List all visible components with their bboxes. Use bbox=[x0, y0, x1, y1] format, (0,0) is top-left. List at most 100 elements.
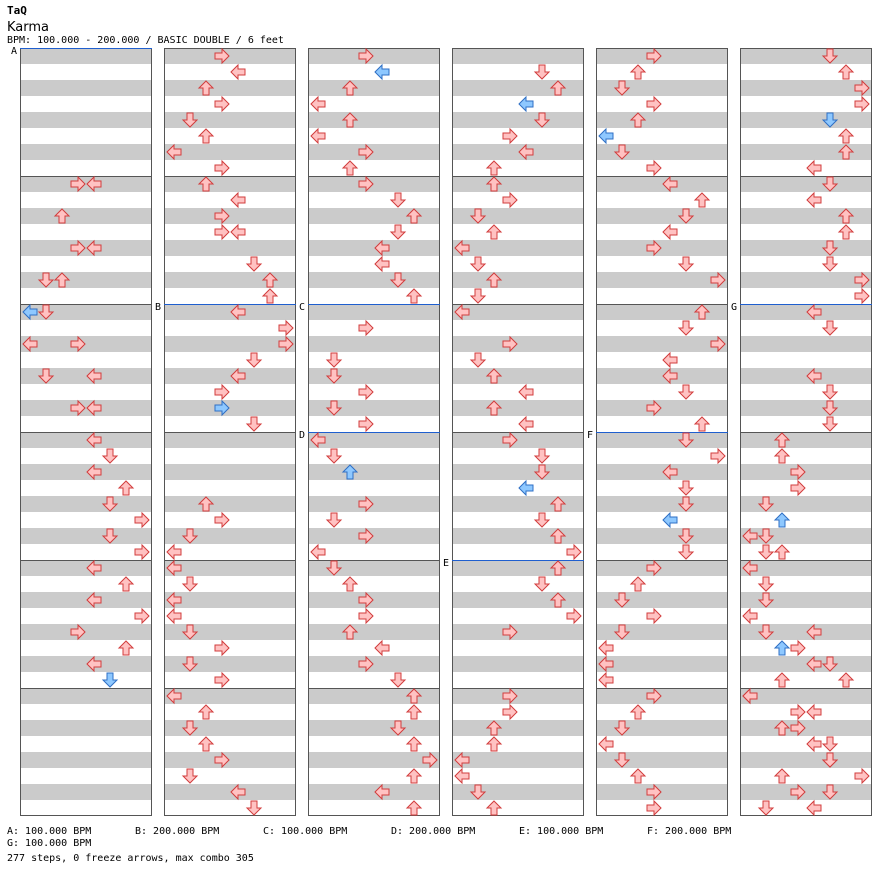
beat-stripe bbox=[740, 208, 872, 224]
step-arrow-up bbox=[197, 128, 215, 144]
step-arrow-right bbox=[278, 335, 294, 353]
step-arrow-left bbox=[662, 511, 678, 529]
measure-line bbox=[20, 176, 152, 177]
beat-stripe bbox=[20, 80, 152, 96]
measure-line bbox=[20, 304, 152, 305]
step-arrow-left bbox=[310, 543, 326, 561]
step-arrow-down bbox=[37, 272, 55, 288]
beat-stripe bbox=[740, 528, 872, 544]
beat-stripe bbox=[596, 528, 728, 544]
measure-line bbox=[164, 688, 296, 689]
step-arrow-right bbox=[790, 479, 806, 497]
step-arrow-down bbox=[181, 528, 199, 544]
step-arrow-left bbox=[806, 191, 822, 209]
step-arrow-left bbox=[86, 463, 102, 481]
step-arrow-up bbox=[549, 560, 567, 576]
beat-stripe bbox=[308, 304, 440, 320]
step-arrow-down bbox=[181, 112, 199, 128]
measure-line bbox=[596, 688, 728, 689]
step-arrow-right bbox=[710, 447, 726, 465]
step-arrow-up bbox=[485, 736, 503, 752]
step-arrow-down bbox=[469, 352, 487, 368]
step-arrow-down bbox=[325, 448, 343, 464]
step-arrow-down bbox=[821, 320, 839, 336]
beat-stripe bbox=[308, 752, 440, 768]
step-arrow-left bbox=[662, 463, 678, 481]
step-arrow-up bbox=[549, 592, 567, 608]
beat-stripe bbox=[308, 208, 440, 224]
step-arrow-right bbox=[854, 79, 870, 97]
step-arrow-down bbox=[389, 224, 407, 240]
step-arrow-left bbox=[86, 591, 102, 609]
step-arrow-left bbox=[310, 431, 326, 449]
beat-stripe bbox=[740, 496, 872, 512]
step-arrow-down bbox=[101, 672, 119, 688]
beat-stripe bbox=[596, 560, 728, 576]
step-arrow-right bbox=[134, 511, 150, 529]
beat-stripe bbox=[740, 240, 872, 256]
beat-stripe bbox=[20, 432, 152, 448]
step-arrow-up bbox=[197, 176, 215, 192]
step-arrow-down bbox=[757, 544, 775, 560]
beat-stripe bbox=[452, 432, 584, 448]
step-arrow-left bbox=[662, 367, 678, 385]
bpm-change-line bbox=[308, 304, 440, 305]
step-arrow-left bbox=[518, 415, 534, 433]
step-arrow-down bbox=[181, 656, 199, 672]
column-frame bbox=[164, 48, 296, 816]
step-arrow-right bbox=[646, 239, 662, 257]
step-arrow-right bbox=[214, 671, 230, 689]
beat-stripe bbox=[308, 560, 440, 576]
step-arrow-right bbox=[502, 687, 518, 705]
step-arrow-up bbox=[197, 736, 215, 752]
step-arrow-up bbox=[629, 576, 647, 592]
step-arrow-down bbox=[325, 400, 343, 416]
beat-stripe bbox=[740, 560, 872, 576]
step-arrow-left bbox=[598, 735, 614, 753]
step-arrow-down bbox=[101, 448, 119, 464]
measure-line bbox=[596, 176, 728, 177]
step-arrow-down bbox=[757, 800, 775, 816]
step-arrow-down bbox=[613, 592, 631, 608]
beat-stripe bbox=[164, 80, 296, 96]
measure-line bbox=[452, 432, 584, 433]
beat-stripe bbox=[452, 528, 584, 544]
step-arrow-down bbox=[245, 352, 263, 368]
beat-stripe bbox=[20, 144, 152, 160]
step-arrow-up bbox=[549, 528, 567, 544]
step-arrow-up bbox=[773, 720, 791, 736]
step-arrow-left bbox=[166, 543, 182, 561]
step-arrow-down bbox=[325, 368, 343, 384]
beat-stripe bbox=[164, 400, 296, 416]
measure-line bbox=[164, 432, 296, 433]
beat-stripe bbox=[452, 272, 584, 288]
beat-stripe bbox=[452, 176, 584, 192]
beat-stripe bbox=[740, 752, 872, 768]
step-arrow-left bbox=[806, 703, 822, 721]
beat-stripe bbox=[20, 112, 152, 128]
step-arrow-right bbox=[358, 175, 374, 193]
step-arrow-right bbox=[358, 655, 374, 673]
step-arrow-down bbox=[101, 496, 119, 512]
beat-stripe bbox=[596, 368, 728, 384]
bpm-change-line bbox=[596, 432, 728, 433]
step-arrow-right bbox=[214, 207, 230, 225]
bpm-legend-item: D: 200.000 BPM bbox=[391, 826, 476, 837]
beat-stripe bbox=[452, 464, 584, 480]
beat-stripe bbox=[164, 464, 296, 480]
step-arrow-right bbox=[358, 495, 374, 513]
beat-stripe bbox=[596, 80, 728, 96]
step-arrow-up bbox=[341, 112, 359, 128]
step-arrow-left bbox=[230, 367, 246, 385]
measure-line bbox=[452, 176, 584, 177]
step-arrow-right bbox=[646, 95, 662, 113]
step-arrow-left bbox=[22, 335, 38, 353]
step-arrow-left bbox=[230, 223, 246, 241]
beat-stripe bbox=[740, 464, 872, 480]
measure-line bbox=[740, 688, 872, 689]
beat-stripe bbox=[308, 176, 440, 192]
step-arrow-up bbox=[629, 64, 647, 80]
beat-stripe bbox=[596, 336, 728, 352]
beat-stripe bbox=[596, 752, 728, 768]
beat-stripe bbox=[596, 304, 728, 320]
